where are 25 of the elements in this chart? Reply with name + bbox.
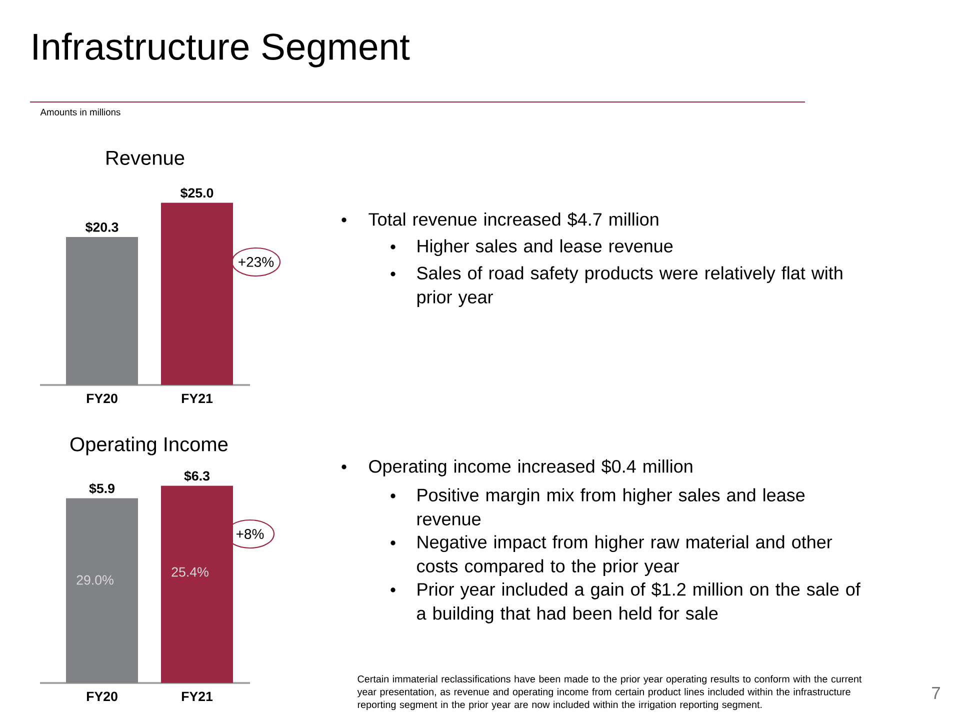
x-tick-label: FY20: [86, 692, 118, 702]
text: Higher sales and lease revenue: [418, 239, 673, 256]
chart-title: Operating Income: [70, 436, 228, 456]
text: Sales of road safety products were relatively flat with prior year: [417, 266, 842, 308]
text: Certain immaterial reclassifications have been made to the prior year operating results to conform with the current year presentation, as revenue and operating income from certain product lines included within the infrastructure reporting segment in the prior year are now included within the irrigation reporting segment.: [357, 675, 862, 710]
text: Negative impact from higher raw material and other costs compared to the prior year: [417, 535, 832, 576]
annotation: 29.0%: [76, 575, 114, 585]
chart-title: Revenue: [106, 151, 184, 165]
x-tick-label: FY21: [182, 394, 213, 404]
data-label: $6.3: [184, 470, 210, 482]
x-tick-label: FY20: [86, 394, 118, 404]
text: Amounts in millions: [40, 108, 120, 116]
text: Infrastructure Segment: [34, 32, 410, 68]
text: Operating income increased $0.4 million: [369, 459, 692, 476]
annotation: +8%: [236, 529, 264, 539]
data-label: $20.3: [85, 222, 118, 233]
data-label: $25.0: [180, 188, 214, 199]
text: Total revenue increased $4.7 million: [368, 212, 658, 227]
text: Prior year included a gain of $1.2 million on the sale of a building that had been held for sale: [417, 582, 860, 624]
annotation: 25.4%: [172, 567, 208, 577]
text: Positive margin mix from higher sales and lease revenue: [417, 488, 805, 526]
text: 7: [932, 687, 940, 699]
x-tick-label: FY21: [182, 692, 213, 702]
data-label: $5.9: [89, 483, 114, 494]
annotation: +23%: [238, 257, 274, 267]
